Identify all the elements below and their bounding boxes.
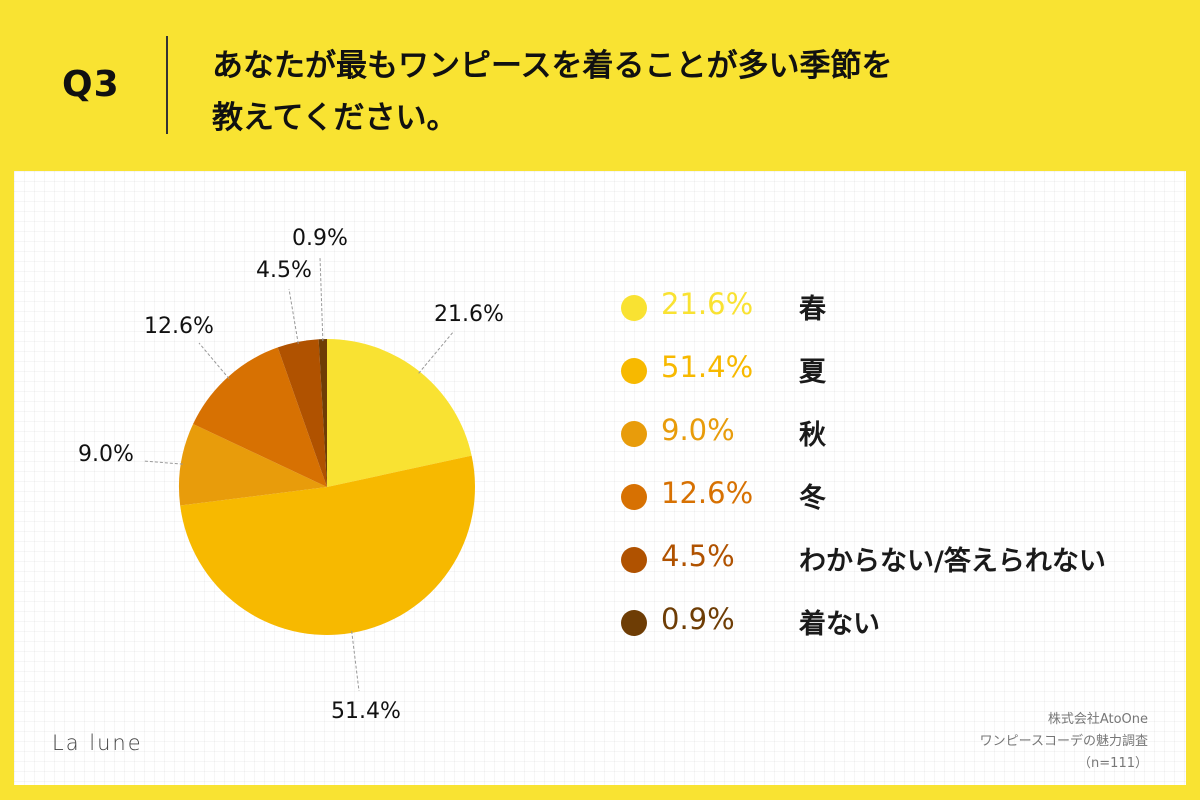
data-label-winter: 12.6% — [144, 314, 214, 339]
data-label-unknown: 4.5% — [256, 258, 312, 283]
legend-dot-winter — [621, 484, 647, 510]
legend-value-summer: 51.4% — [661, 350, 754, 384]
pie-slice-winter — [193, 347, 327, 487]
data-label-not-wear: 0.9% — [292, 226, 348, 251]
leader-line-summer — [351, 630, 360, 692]
legend-value-autumn: 9.0% — [661, 413, 735, 447]
data-label-autumn: 9.0% — [78, 442, 134, 467]
legend-label-spring: 春 — [799, 294, 826, 325]
source-sample-size: （n=111） — [1078, 756, 1148, 771]
legend-label-not-wear: 着ない — [799, 609, 880, 640]
question-line-1: あなたが最もワンピースを着ることが多い季節を — [212, 48, 893, 84]
pie-slice-not-wear — [318, 339, 327, 487]
pie-slice-summer — [180, 455, 475, 635]
question-line-2: 教えてください。 — [212, 100, 458, 136]
source-survey: ワンピースコーデの魅力調査 — [979, 734, 1148, 749]
pie-slice-autumn — [178, 423, 327, 506]
legend-dot-autumn — [621, 421, 647, 447]
pie-slice-spring — [327, 339, 472, 487]
header: Q3 あなたが最もワンピースを着ることが多い季節を 教えてください。 — [0, 0, 1200, 170]
pie-slice-unknown — [277, 339, 327, 487]
source-company: 株式会社AtoOne — [1047, 712, 1148, 727]
legend-label-unknown: わからない/答えられない — [799, 546, 1106, 577]
data-label-summer: 51.4% — [331, 699, 401, 724]
question-number: Q3 — [62, 64, 120, 105]
pie-chart: 21.6% 51.4% 9.0% 12.6% 4.5% 0.9% — [78, 226, 504, 724]
legend-value-winter: 12.6% — [661, 476, 754, 510]
legend-dot-not-wear — [621, 610, 647, 636]
question-text: あなたが最もワンピースを着ることが多い季節を 教えてください。 — [212, 40, 892, 144]
legend-label-summer: 夏 — [799, 357, 826, 388]
legend-value-not-wear: 0.9% — [661, 602, 735, 636]
chart-panel: 21.6% 51.4% 9.0% 12.6% 4.5% 0.9% 21.6% 春 51.4… — [14, 171, 1186, 785]
leader-line-not-wear — [319, 256, 324, 342]
header-divider — [166, 36, 168, 134]
leader-line-winter — [198, 342, 230, 380]
legend-dot-summer — [621, 358, 647, 384]
leader-line-unknown — [288, 288, 299, 344]
legend-dot-unknown — [621, 547, 647, 573]
brand-logo: La lune — [52, 731, 143, 755]
leader-line-spring — [418, 330, 455, 374]
source-note: 株式会社AtoOne ワンピースコーデの魅力調査 （n=111） — [980, 709, 1148, 775]
legend-label-autumn: 秋 — [799, 420, 826, 451]
leader-line-autumn — [143, 460, 183, 465]
legend-value-spring: 21.6% — [661, 287, 754, 321]
legend-value-unknown: 4.5% — [661, 539, 735, 573]
legend-label-winter: 冬 — [799, 483, 826, 514]
legend-dot-spring — [621, 295, 647, 321]
data-label-spring: 21.6% — [434, 302, 504, 327]
